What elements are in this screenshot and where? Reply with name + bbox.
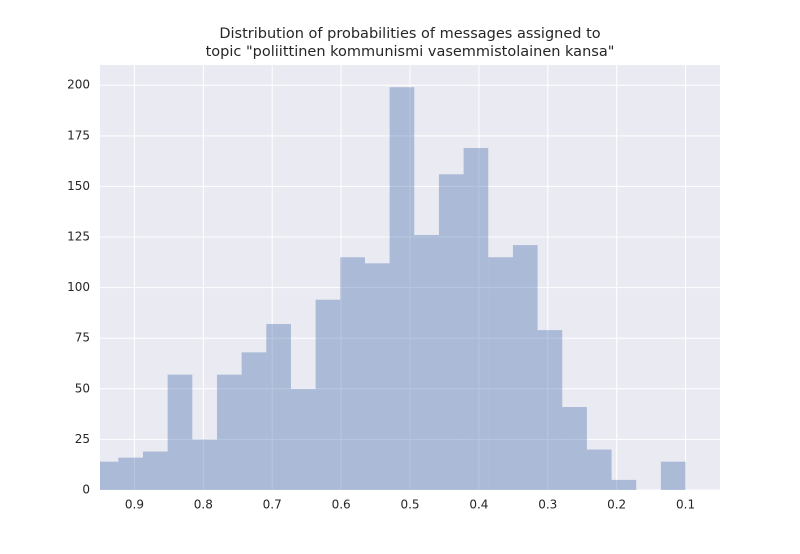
x-tick-label: 0.1 bbox=[676, 498, 695, 512]
bar bbox=[118, 457, 143, 490]
x-tick-label: 0.7 bbox=[263, 498, 282, 512]
bar bbox=[562, 407, 587, 490]
bar bbox=[167, 374, 193, 490]
x-tick-label: 0.3 bbox=[538, 498, 557, 512]
bar bbox=[315, 299, 341, 490]
bar bbox=[463, 147, 489, 490]
bar bbox=[216, 374, 242, 490]
bar bbox=[266, 324, 291, 490]
x-tick-label: 0.2 bbox=[607, 498, 626, 512]
bar bbox=[142, 451, 168, 490]
x-tick-label: 0.9 bbox=[125, 498, 144, 512]
bar bbox=[537, 330, 563, 490]
bar bbox=[438, 174, 464, 490]
x-tick-label: 0.6 bbox=[332, 498, 351, 512]
bar bbox=[488, 257, 513, 490]
bar bbox=[586, 449, 612, 490]
bar bbox=[241, 352, 267, 490]
y-tick-label: 200 bbox=[67, 78, 90, 92]
x-tick-label: 0.8 bbox=[194, 498, 213, 512]
y-tick-label: 125 bbox=[67, 230, 90, 244]
x-tick-label: 0.4 bbox=[469, 498, 488, 512]
bar bbox=[660, 461, 686, 490]
y-tick-label: 150 bbox=[67, 179, 90, 193]
chart-title: topic "poliittinen kommunismi vasemmisto… bbox=[206, 44, 615, 60]
bar bbox=[290, 388, 316, 490]
y-tick-label: 50 bbox=[75, 381, 90, 395]
y-tick-label: 25 bbox=[75, 432, 90, 446]
bar bbox=[340, 257, 365, 490]
bar bbox=[414, 235, 439, 490]
bar bbox=[512, 245, 538, 490]
y-tick-label: 75 bbox=[75, 331, 90, 345]
bar bbox=[364, 263, 390, 490]
bar bbox=[389, 87, 415, 490]
y-tick-label: 100 bbox=[67, 280, 90, 294]
bar bbox=[100, 461, 119, 490]
x-tick-label: 0.5 bbox=[400, 498, 419, 512]
bar bbox=[192, 439, 217, 490]
y-tick-label: 0 bbox=[82, 483, 90, 497]
bar bbox=[611, 479, 637, 490]
y-tick-label: 175 bbox=[67, 128, 90, 142]
chart-title: Distribution of probabilities of message… bbox=[219, 26, 600, 42]
